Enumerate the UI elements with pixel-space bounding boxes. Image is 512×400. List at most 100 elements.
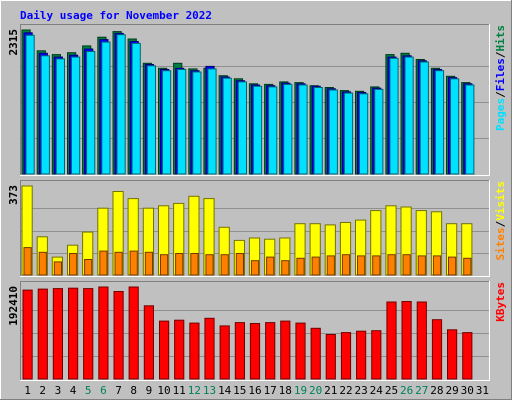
bar-kbytes-day-1 [22,289,33,380]
bar-pages-day-20 [313,87,323,175]
legend-entry: / [494,91,507,98]
bar-pages-day-22 [343,92,354,175]
bar-sites-day-13 [205,254,214,276]
bar-sites-day-29 [448,256,457,276]
bar-pages-day-30 [465,84,475,175]
bar-sites-day-18 [281,260,290,276]
x-tick-label-day-15: 15 [233,384,246,397]
bar-pages-day-2 [40,55,50,175]
bar-sites-day-22 [341,254,351,276]
bar-sites-day-7 [114,251,123,276]
y-max-label: 373 [7,185,20,205]
legend-entry: Sites [494,227,507,260]
bar-sites-day-27 [417,255,426,276]
x-tick-label-day-25: 25 [385,384,398,397]
bar-sites-day-2 [38,251,47,276]
bar-kbytes-day-3 [52,288,63,380]
legend-entry: Visits [494,181,507,221]
bar-pages-day-16 [252,85,263,175]
chart-panels: 2315Pages/Files/Hits373Sites/Visits19241… [7,24,507,381]
bar-sites-day-21 [326,255,335,276]
panel-legend: KBytes [494,282,507,322]
x-tick-label-day-11: 11 [173,384,186,397]
bars-kbytes [22,286,473,380]
x-tick-label-day-2: 2 [39,384,46,397]
y-max-label: 2315 [7,29,20,56]
bar-kbytes-day-21 [325,334,336,380]
bar-pages-day-8 [131,42,141,175]
bar-kbytes-day-23 [356,330,367,380]
legend-entry: Files [494,58,507,91]
x-tick-label-day-1: 1 [24,384,31,397]
bar-pages-day-6 [101,41,111,175]
bar-sites-day-24 [372,255,381,276]
bar-sites-day-23 [357,255,366,276]
x-tick-label-day-8: 8 [130,384,137,397]
x-tick-label-day-28: 28 [430,384,443,397]
bar-sites-day-6 [99,250,108,276]
bar-sites-day-30 [463,257,472,276]
bar-kbytes-day-6 [98,286,109,380]
bar-kbytes-day-5 [83,288,94,380]
x-tick-label-day-10: 10 [157,384,170,397]
bar-pages-day-21 [328,89,338,175]
panel-kbytes: 192410 KBytes [7,281,507,381]
bar-kbytes-day-18 [280,320,291,380]
x-tick-label-day-18: 18 [279,384,292,397]
bar-sites-day-28 [432,255,442,276]
bar-pages-day-4 [71,56,81,175]
bar-sites-day-25 [387,254,396,276]
bar-pages-day-23 [359,93,369,175]
bar-kbytes-day-16 [249,323,261,380]
bar-kbytes-day-15 [234,322,246,380]
bar-kbytes-day-11 [174,319,185,380]
legend-entry: KBytes [494,282,507,322]
x-tick-label-day-21: 21 [324,384,337,397]
x-tick-label-day-12: 12 [188,384,201,397]
bar-pages-day-15 [237,81,248,175]
bar-kbytes-day-26 [401,301,412,380]
bar-sites-day-11 [175,253,184,276]
x-axis-day-labels: 1 2 3 4 5 6 7 8 9 10 11 12 13 14 15 16 17 18 19 20 21 22 23 24 2… [24,384,489,397]
x-tick-label-day-30: 30 [461,384,474,397]
x-tick-label-day-3: 3 [55,384,62,397]
bar-kbytes-day-14 [219,325,230,380]
bar-pages-day-14 [222,77,232,175]
bar-pages-day-24 [374,88,384,175]
bar-kbytes-day-22 [340,332,352,380]
x-tick-label-day-13: 13 [203,384,216,397]
bar-pages-day-5 [86,51,96,175]
x-tick-label-day-19: 19 [294,384,307,397]
x-tick-label-day-7: 7 [115,384,122,397]
bar-pages-day-25 [389,57,399,175]
legend-entry: / [494,51,507,58]
bar-kbytes-day-27 [416,301,427,380]
bar-sites-day-15 [235,253,245,276]
bar-pages-day-1 [25,34,35,175]
x-tick-label-day-16: 16 [248,384,261,397]
legend-entry: / [494,220,507,227]
bar-kbytes-day-12 [189,322,200,380]
bar-sites-day-14 [220,254,229,276]
x-tick-label-day-31: 31 [476,384,489,397]
bar-kbytes-day-13 [204,317,215,380]
bar-pages-day-26 [404,56,414,175]
chart-title: Daily usage for November 2022 [20,9,212,22]
bar-pages-day-17 [268,86,278,175]
bar-sites-day-19 [296,257,305,276]
bar-kbytes-day-25 [386,301,397,380]
bar-sites-day-3 [53,261,62,276]
panel-visits-sites: 373 Sites/Visits [7,180,507,277]
bar-pages-day-28 [434,70,445,175]
bar-sites-day-1 [23,247,32,276]
panel-legend: Sites/Visits [494,181,507,261]
bar-kbytes-day-7 [113,291,124,380]
x-tick-label-day-26: 26 [400,384,413,397]
bar-kbytes-day-19 [295,322,306,380]
bar-pages-day-11 [177,69,187,175]
bar-kbytes-day-28 [431,319,443,380]
bar-sites-day-16 [250,260,260,276]
bar-pages-day-27 [419,61,429,175]
